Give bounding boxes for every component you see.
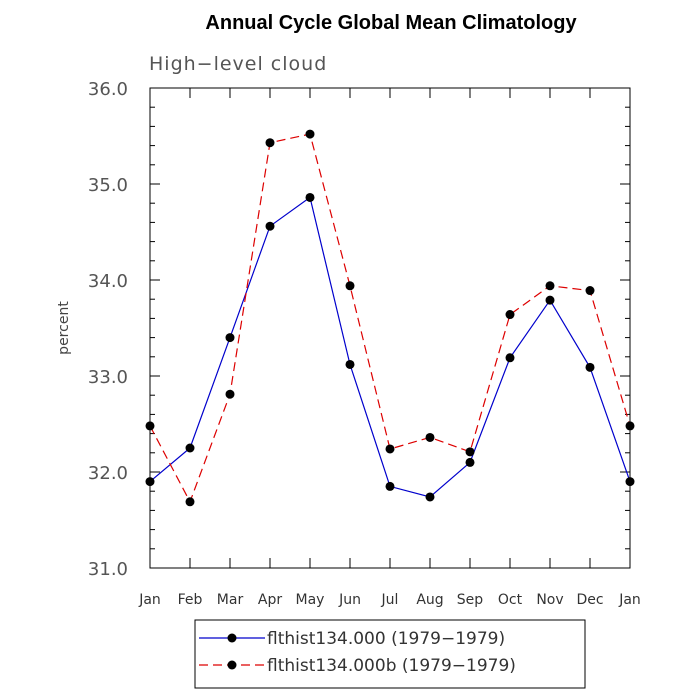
x-tick-label: Sep [457,592,484,608]
x-tick-label: Dec [576,592,603,608]
data-point-series-1 [185,443,195,453]
data-point-series-1 [425,492,435,502]
y-tick-label: 31.0 [88,559,128,580]
legend-marker-2 [227,660,237,670]
data-point-series-1 [625,477,635,487]
legend-label-1: flthist134.000 (1979−1979) [267,629,505,649]
data-point-series-2 [585,286,595,296]
x-tick-label: Aug [416,592,443,608]
x-tick-label: Jan [618,592,641,608]
legend-label-2: flthist134.000b (1979−1979) [267,656,516,676]
legend-box [194,619,586,689]
chart-title: Annual Cycle Global Mean Climatology [205,12,577,34]
data-point-series-2 [345,281,355,291]
x-tick-labels: Jan Feb Mar Apr May Jun Jul Aug Sep Oct Nov Dec Jan [138,592,641,608]
x-tick-label: Nov [536,592,563,608]
data-point-series-1 [225,333,235,343]
data-point-series-1 [305,192,315,202]
x-tick-label: Jun [338,592,361,608]
data-point-series-1 [545,295,555,305]
data-point-series-2 [145,421,155,431]
y-tick-label: 36.0 [88,79,128,100]
y-tick-label: 34.0 [88,271,128,292]
y-tick-label: 32.0 [88,463,128,484]
axis-ticks [149,87,631,569]
y-tick-label: 35.0 [88,175,128,196]
legend: flthist134.000 (1979−1979) flthist134.000… [194,619,586,689]
data-point-series-1 [145,477,155,487]
data-point-series-2 [465,447,475,457]
data-point-series-2 [505,310,515,320]
plot-frame [149,87,631,569]
x-tick-label: Oct [498,592,523,608]
x-tick-label: Mar [217,592,244,608]
data-point-series-1 [465,457,475,467]
data-point-series-2 [225,389,235,399]
data-point-series-1 [345,359,355,369]
data-point-series-2 [305,129,315,139]
data-point-series-2 [185,497,195,507]
series-markers [145,129,635,507]
legend-marker-1 [227,633,237,643]
data-point-series-2 [545,281,555,291]
data-point-series-1 [265,221,275,231]
x-tick-label: Jan [138,592,161,608]
data-point-series-2 [265,138,275,148]
chart-subtitle: High−level cloud [149,53,327,75]
x-tick-label: May [296,592,325,608]
data-point-series-2 [625,421,635,431]
x-tick-label: Feb [178,592,203,608]
x-tick-label: Apr [258,592,282,608]
data-point-series-1 [505,353,515,363]
y-tick-labels: 31.0 32.0 33.0 34.0 35.0 36.0 [88,79,128,580]
x-tick-label: Jul [381,592,399,608]
data-point-series-2 [385,444,395,454]
data-point-series-1 [585,362,595,372]
y-tick-label: 33.0 [88,367,128,388]
data-point-series-1 [385,481,395,491]
data-point-series-2 [425,432,435,442]
y-axis-label: percent [56,301,72,355]
